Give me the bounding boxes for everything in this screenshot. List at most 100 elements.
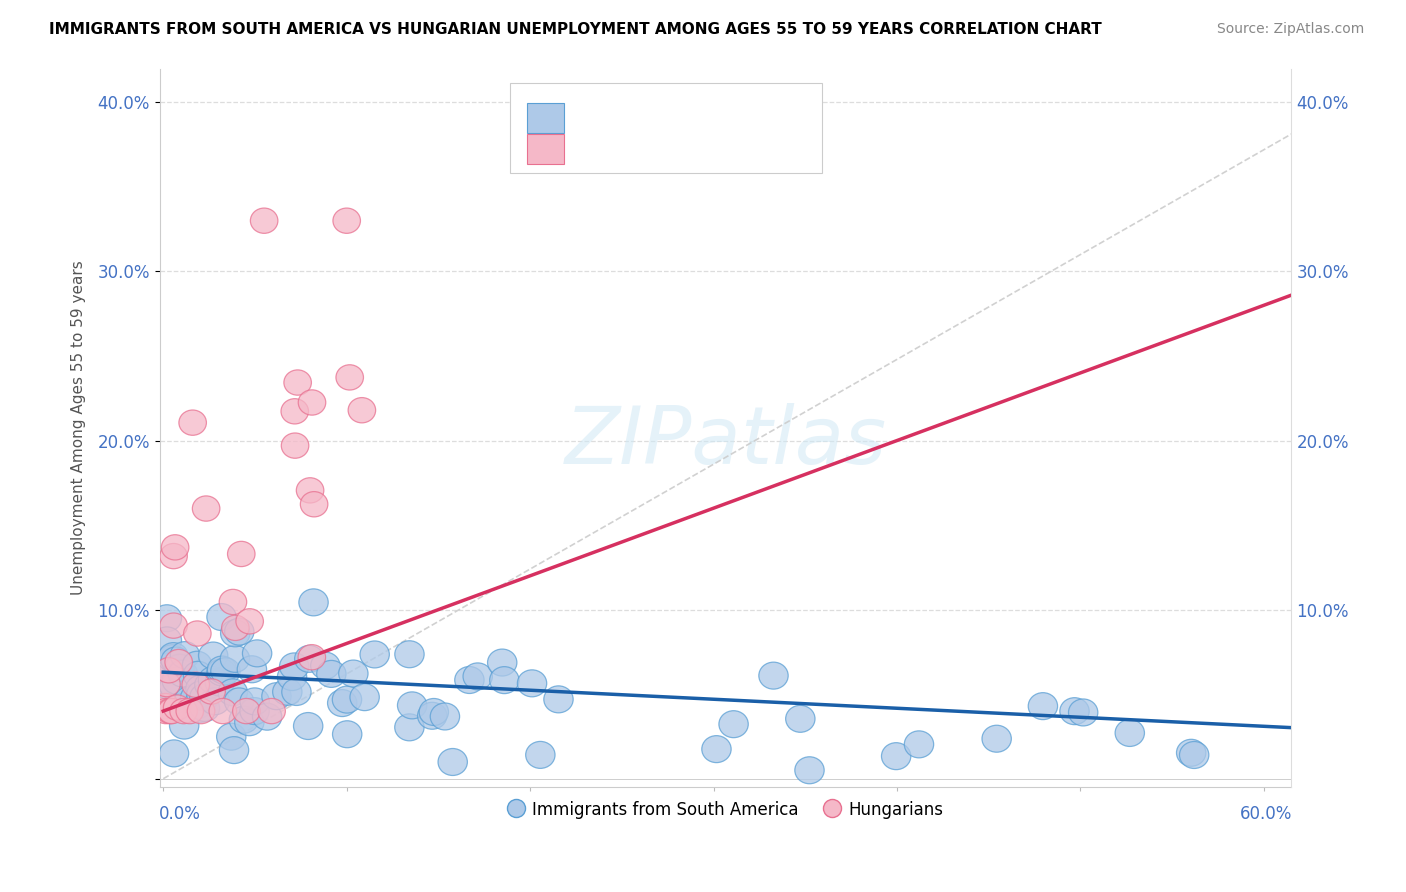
Ellipse shape xyxy=(794,756,824,784)
Ellipse shape xyxy=(159,739,188,767)
Ellipse shape xyxy=(298,645,326,670)
Ellipse shape xyxy=(170,698,197,723)
Ellipse shape xyxy=(152,698,180,723)
Ellipse shape xyxy=(159,671,188,698)
Ellipse shape xyxy=(180,684,209,711)
Text: N =: N = xyxy=(709,109,745,127)
Ellipse shape xyxy=(225,618,254,645)
Ellipse shape xyxy=(277,664,307,690)
Ellipse shape xyxy=(240,698,270,724)
Ellipse shape xyxy=(1060,698,1090,724)
Ellipse shape xyxy=(183,691,212,719)
Text: IMMIGRANTS FROM SOUTH AMERICA VS HUNGARIAN UNEMPLOYMENT AMONG AGES 55 TO 59 YEAR: IMMIGRANTS FROM SOUTH AMERICA VS HUNGARI… xyxy=(49,22,1102,37)
Ellipse shape xyxy=(165,654,194,681)
Ellipse shape xyxy=(1115,720,1144,747)
Ellipse shape xyxy=(174,687,204,714)
FancyBboxPatch shape xyxy=(527,134,564,164)
Ellipse shape xyxy=(162,534,188,560)
Ellipse shape xyxy=(284,370,311,395)
Ellipse shape xyxy=(786,706,815,732)
Legend: Immigrants from South America, Hungarians: Immigrants from South America, Hungarian… xyxy=(501,794,950,826)
Ellipse shape xyxy=(211,657,240,685)
Ellipse shape xyxy=(155,657,183,683)
Ellipse shape xyxy=(190,684,219,711)
Ellipse shape xyxy=(176,698,204,723)
Ellipse shape xyxy=(339,660,368,687)
Ellipse shape xyxy=(904,731,934,758)
Ellipse shape xyxy=(169,660,197,687)
FancyBboxPatch shape xyxy=(527,103,564,133)
Ellipse shape xyxy=(162,667,191,694)
Ellipse shape xyxy=(281,679,311,706)
Ellipse shape xyxy=(360,641,389,668)
Text: ZIPatlas: ZIPatlas xyxy=(564,403,887,481)
Ellipse shape xyxy=(349,398,375,423)
Text: 94: 94 xyxy=(751,109,773,127)
Ellipse shape xyxy=(179,410,207,435)
Ellipse shape xyxy=(544,686,574,713)
Ellipse shape xyxy=(489,666,519,694)
Ellipse shape xyxy=(332,686,361,713)
Ellipse shape xyxy=(198,679,225,704)
Ellipse shape xyxy=(229,706,259,733)
Ellipse shape xyxy=(207,659,236,686)
Ellipse shape xyxy=(221,620,250,647)
Ellipse shape xyxy=(152,659,181,686)
Ellipse shape xyxy=(181,672,209,698)
Ellipse shape xyxy=(430,703,460,730)
Ellipse shape xyxy=(235,709,264,736)
Ellipse shape xyxy=(184,621,211,646)
Ellipse shape xyxy=(273,678,302,706)
Ellipse shape xyxy=(395,714,425,741)
Ellipse shape xyxy=(419,698,449,725)
Ellipse shape xyxy=(702,736,731,763)
Ellipse shape xyxy=(193,496,219,521)
Ellipse shape xyxy=(170,641,200,669)
Ellipse shape xyxy=(186,696,215,723)
Ellipse shape xyxy=(228,541,254,566)
Ellipse shape xyxy=(152,605,181,632)
Text: Source: ZipAtlas.com: Source: ZipAtlas.com xyxy=(1216,22,1364,37)
Ellipse shape xyxy=(159,642,188,670)
Ellipse shape xyxy=(162,647,191,674)
Ellipse shape xyxy=(350,683,380,711)
Ellipse shape xyxy=(311,652,340,679)
Ellipse shape xyxy=(299,589,328,615)
Ellipse shape xyxy=(1177,739,1206,766)
Ellipse shape xyxy=(219,590,246,615)
Ellipse shape xyxy=(295,646,323,673)
Ellipse shape xyxy=(152,693,179,719)
Ellipse shape xyxy=(280,653,309,680)
Ellipse shape xyxy=(328,690,357,716)
Ellipse shape xyxy=(198,666,228,693)
Ellipse shape xyxy=(336,365,364,390)
Ellipse shape xyxy=(155,670,184,697)
Ellipse shape xyxy=(333,208,360,234)
Ellipse shape xyxy=(488,649,517,676)
Ellipse shape xyxy=(301,491,328,516)
Ellipse shape xyxy=(165,649,193,674)
Ellipse shape xyxy=(152,672,181,698)
Ellipse shape xyxy=(205,669,235,696)
Text: 60.0%: 60.0% xyxy=(1240,805,1292,823)
FancyBboxPatch shape xyxy=(510,83,821,173)
Ellipse shape xyxy=(257,698,285,723)
Ellipse shape xyxy=(294,713,323,739)
Ellipse shape xyxy=(221,645,250,673)
Ellipse shape xyxy=(253,703,281,731)
Ellipse shape xyxy=(183,651,212,678)
Ellipse shape xyxy=(222,615,249,640)
Text: R =: R = xyxy=(575,109,612,127)
Ellipse shape xyxy=(297,478,323,503)
Ellipse shape xyxy=(418,702,447,730)
Ellipse shape xyxy=(170,712,198,739)
Ellipse shape xyxy=(526,741,555,768)
Ellipse shape xyxy=(225,688,253,714)
Ellipse shape xyxy=(236,608,263,634)
Text: 0.503: 0.503 xyxy=(630,140,676,158)
Text: 35: 35 xyxy=(751,140,773,158)
Ellipse shape xyxy=(395,640,425,668)
Ellipse shape xyxy=(217,723,246,750)
Ellipse shape xyxy=(160,613,187,639)
Ellipse shape xyxy=(160,673,188,700)
